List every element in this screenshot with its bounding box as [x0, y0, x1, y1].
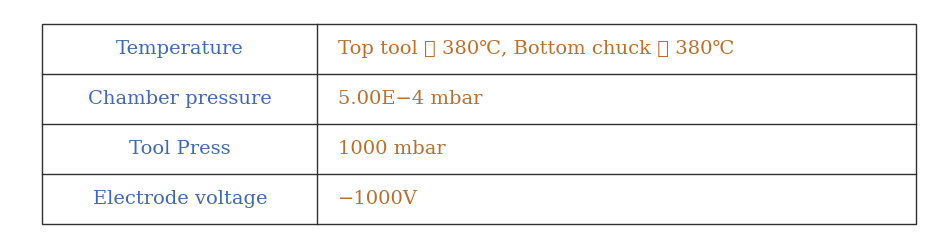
Text: Chamber pressure: Chamber pressure: [88, 90, 272, 108]
Text: Tool Press: Tool Press: [129, 140, 231, 158]
Text: 5.00E−4 mbar: 5.00E−4 mbar: [338, 90, 482, 108]
Text: Top tool ： 380℃, Bottom chuck ： 380℃: Top tool ： 380℃, Bottom chuck ： 380℃: [338, 40, 735, 58]
Bar: [42, 24, 916, 224]
Text: Electrode voltage: Electrode voltage: [92, 190, 268, 208]
Text: −1000V: −1000V: [338, 190, 418, 208]
Text: 1000 mbar: 1000 mbar: [338, 140, 446, 158]
Text: Temperature: Temperature: [116, 40, 244, 58]
